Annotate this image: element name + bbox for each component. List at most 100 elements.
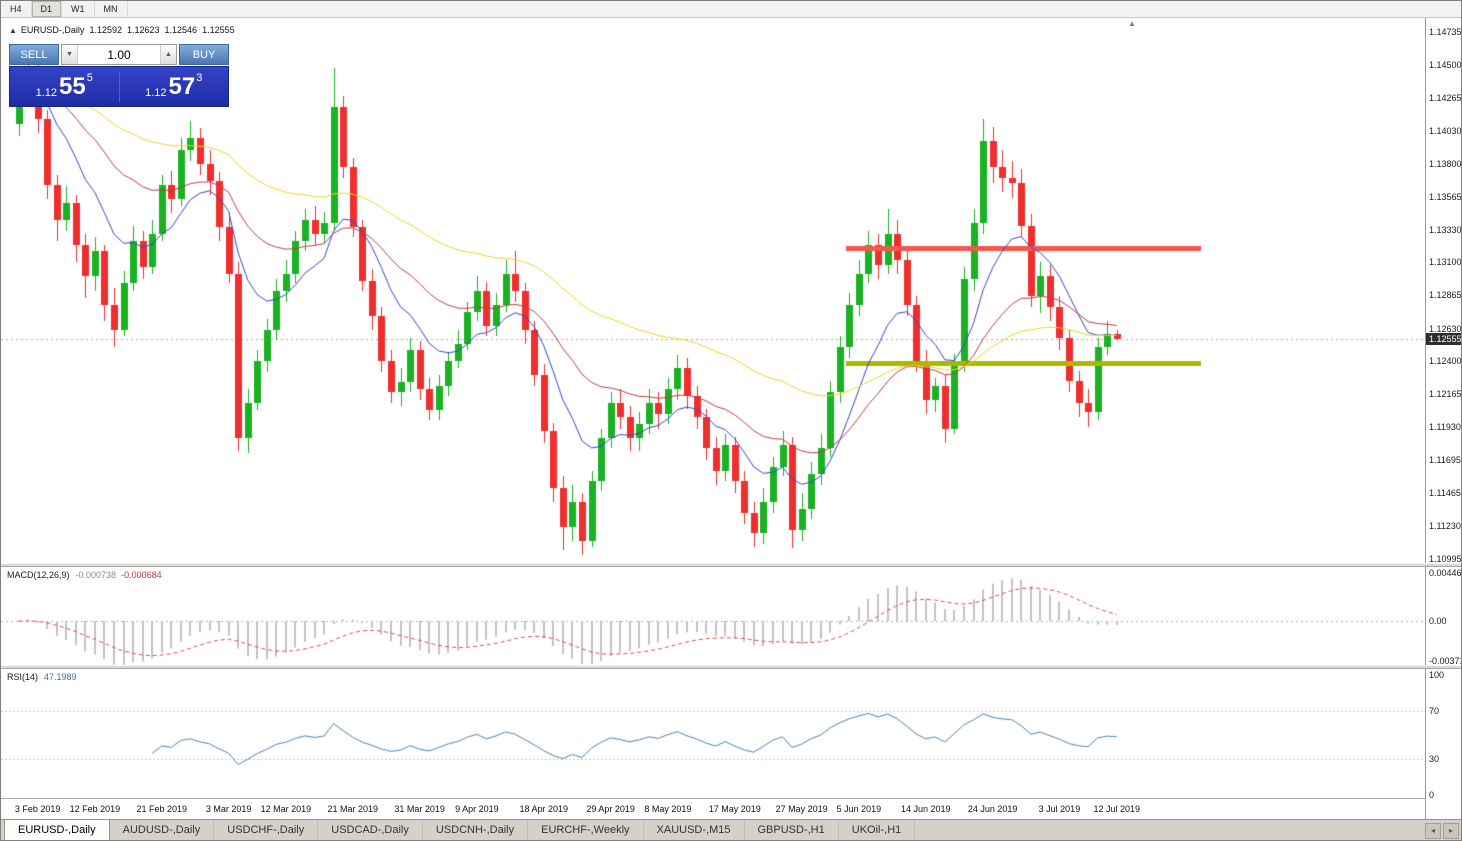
date-axis-label: 21 Mar 2019 xyxy=(327,804,379,814)
volume-stepper: ▼ ▲ xyxy=(61,44,177,65)
chart-shift-marker-icon[interactable]: ▲ xyxy=(1128,19,1136,28)
rsi-label: RSI(14) 47.1989 xyxy=(7,672,77,682)
price-axis-label: 1.11230 xyxy=(1429,520,1461,531)
price-axis-label: 1.12865 xyxy=(1429,290,1462,301)
timeframe-h4-button[interactable]: H4 xyxy=(1,1,32,17)
tab-usdcad-daily[interactable]: USDCAD-,Daily xyxy=(318,820,423,840)
date-axis-label: 18 Apr 2019 xyxy=(519,804,569,814)
rsi-indicator-canvas[interactable] xyxy=(1,669,1425,798)
date-axis-label: 24 Jun 2019 xyxy=(967,804,1018,814)
tab-scroll-left-button[interactable]: ◂ xyxy=(1425,823,1441,839)
date-axis-label: 3 Feb 2019 xyxy=(14,804,61,814)
tab-eurusd-daily[interactable]: EURUSD-,Daily xyxy=(4,820,110,840)
date-axis[interactable]: 3 Feb 2019 12 Feb 2019 21 Feb 2019 3 Mar 20… xyxy=(1,798,1425,819)
date-axis-label: 12 Mar 2019 xyxy=(260,804,312,814)
timeframe-w1-button[interactable]: W1 xyxy=(62,1,95,17)
macd-axis-label: -0.003715 xyxy=(1429,656,1461,667)
bid-ask-display: 1.12 55 5 1.12 57 3 xyxy=(9,66,229,107)
price-axis-label: 1.12165 xyxy=(1429,389,1462,400)
timeframe-d1-button[interactable]: D1 xyxy=(31,1,63,17)
price-axis-label: 1.13100 xyxy=(1429,257,1462,268)
sell-price-prefix: 1.12 xyxy=(35,87,58,99)
chart-region: ▲ ▲ EURUSD-,Daily 1.12592 1.12623 1.12546 1.1… xyxy=(1,18,1425,819)
tab-eurchf-weekly[interactable]: EURCHF-,Weekly xyxy=(528,820,644,840)
buy-price-big: 57 xyxy=(168,73,196,100)
price-axis-label: 1.14735 xyxy=(1429,26,1462,37)
date-axis-label: 31 Mar 2019 xyxy=(394,804,445,814)
panel-separator[interactable] xyxy=(1,563,1461,567)
price-divider xyxy=(118,71,120,102)
price-axis[interactable]: 1.12555 1.14735 1.14500 1.14265 1.14030 1.13… xyxy=(1425,18,1462,819)
high-value: 1.12623 xyxy=(126,25,160,35)
one-click-toggle-icon[interactable]: ▲ xyxy=(9,26,17,35)
price-axis-label: 1.10995 xyxy=(1429,553,1462,564)
date-axis-label: 5 Jun 2019 xyxy=(836,804,882,814)
ohlc-info-line: ▲ EURUSD-,Daily 1.12592 1.12623 1.12546 1.125… xyxy=(9,25,240,35)
macd-indicator-canvas[interactable] xyxy=(1,567,1425,665)
macd-main-value: -0.000738 xyxy=(75,570,117,580)
tab-scroll-controls: ◂ ▸ xyxy=(1425,820,1461,840)
timeframe-toolbar: H4 D1 W1 MN xyxy=(1,1,1461,18)
buy-price[interactable]: 1.12 57 3 xyxy=(120,67,229,106)
price-axis-label: 1.14030 xyxy=(1429,126,1462,137)
buy-button[interactable]: BUY xyxy=(179,44,229,65)
price-axis-label: 1.13330 xyxy=(1429,224,1462,235)
macd-label: MACD(12,26,9) -0.000738 -0.000684 xyxy=(7,570,162,580)
price-axis-label: 1.12630 xyxy=(1429,323,1462,334)
chart-tab-bar: EURUSD-,Daily AUDUSD-,Daily USDCHF-,Dail… xyxy=(1,819,1461,840)
tab-scroll-right-button[interactable]: ▸ xyxy=(1443,823,1459,839)
timeframe-mn-button[interactable]: MN xyxy=(95,1,128,17)
date-axis-label: 9 Apr 2019 xyxy=(455,804,499,814)
price-axis-label: 1.11695 xyxy=(1429,455,1461,466)
price-axis-label: 1.13565 xyxy=(1429,191,1462,202)
price-chart-canvas[interactable] xyxy=(1,18,1425,563)
price-axis-label: 1.11465 xyxy=(1429,487,1461,498)
macd-axis-label: 0.00 xyxy=(1429,616,1447,626)
date-axis-label: 3 Jul 2019 xyxy=(1038,804,1081,814)
sell-price-big: 55 xyxy=(59,73,86,100)
date-axis-label: 14 Jun 2019 xyxy=(900,804,951,814)
open-value: 1.12592 xyxy=(89,25,122,35)
rsi-axis-label: 0 xyxy=(1429,790,1435,800)
macd-name: MACD(12,26,9) xyxy=(7,570,70,580)
price-axis-label: 1.14500 xyxy=(1429,60,1462,71)
buy-price-prefix: 1.12 xyxy=(145,87,167,99)
tab-usdcnh-daily[interactable]: USDCNH-,Daily xyxy=(423,820,529,840)
rsi-axis-label: 70 xyxy=(1429,706,1440,716)
date-axis-label: 21 Feb 2019 xyxy=(136,804,188,814)
tab-xauusd-m15[interactable]: XAUUSD-,M15 xyxy=(644,820,745,840)
volume-decrease-button[interactable]: ▼ xyxy=(62,45,78,64)
symbol-period-label: EURUSD-,Daily xyxy=(20,25,85,35)
date-axis-label: 8 May 2019 xyxy=(644,804,692,814)
volume-input[interactable] xyxy=(78,45,160,64)
date-axis-label: 17 May 2019 xyxy=(708,804,761,814)
date-axis-label: 29 Apr 2019 xyxy=(586,804,635,814)
date-axis-label: 12 Feb 2019 xyxy=(69,804,121,814)
buy-price-pipette: 3 xyxy=(196,72,203,84)
date-axis-label: 27 May 2019 xyxy=(775,804,828,814)
tab-ukoil-h1[interactable]: UKOil-,H1 xyxy=(839,820,916,840)
rsi-axis-label: 100 xyxy=(1429,670,1445,680)
bid-price-badge: 1.12555 xyxy=(1426,333,1461,346)
sell-button[interactable]: SELL xyxy=(9,44,59,65)
price-axis-label: 1.12400 xyxy=(1429,355,1462,366)
panel-separator[interactable] xyxy=(1,665,1461,669)
date-axis-label: 12 Jul 2019 xyxy=(1093,804,1141,814)
tab-usdchf-daily[interactable]: USDCHF-,Daily xyxy=(214,820,319,840)
tab-audusd-daily[interactable]: AUDUSD-,Daily xyxy=(110,820,215,840)
sell-price-pipette: 5 xyxy=(86,72,93,84)
price-axis-label: 1.13800 xyxy=(1429,158,1462,169)
macd-signal-value: -0.000684 xyxy=(121,570,162,580)
volume-increase-button[interactable]: ▲ xyxy=(160,45,176,64)
sell-price[interactable]: 1.12 55 5 xyxy=(10,67,119,106)
macd-axis-label: 0.004465 xyxy=(1429,567,1462,578)
date-axis-label: 3 Mar 2019 xyxy=(205,804,252,814)
close-value: 1.12555 xyxy=(202,25,235,35)
tab-gbpusd-h1[interactable]: GBPUSD-,H1 xyxy=(745,820,839,840)
rsi-axis-label: 30 xyxy=(1429,754,1440,764)
price-axis-label: 1.14265 xyxy=(1429,93,1462,104)
rsi-value: 47.1989 xyxy=(44,672,77,682)
price-axis-label: 1.11930 xyxy=(1429,422,1461,433)
